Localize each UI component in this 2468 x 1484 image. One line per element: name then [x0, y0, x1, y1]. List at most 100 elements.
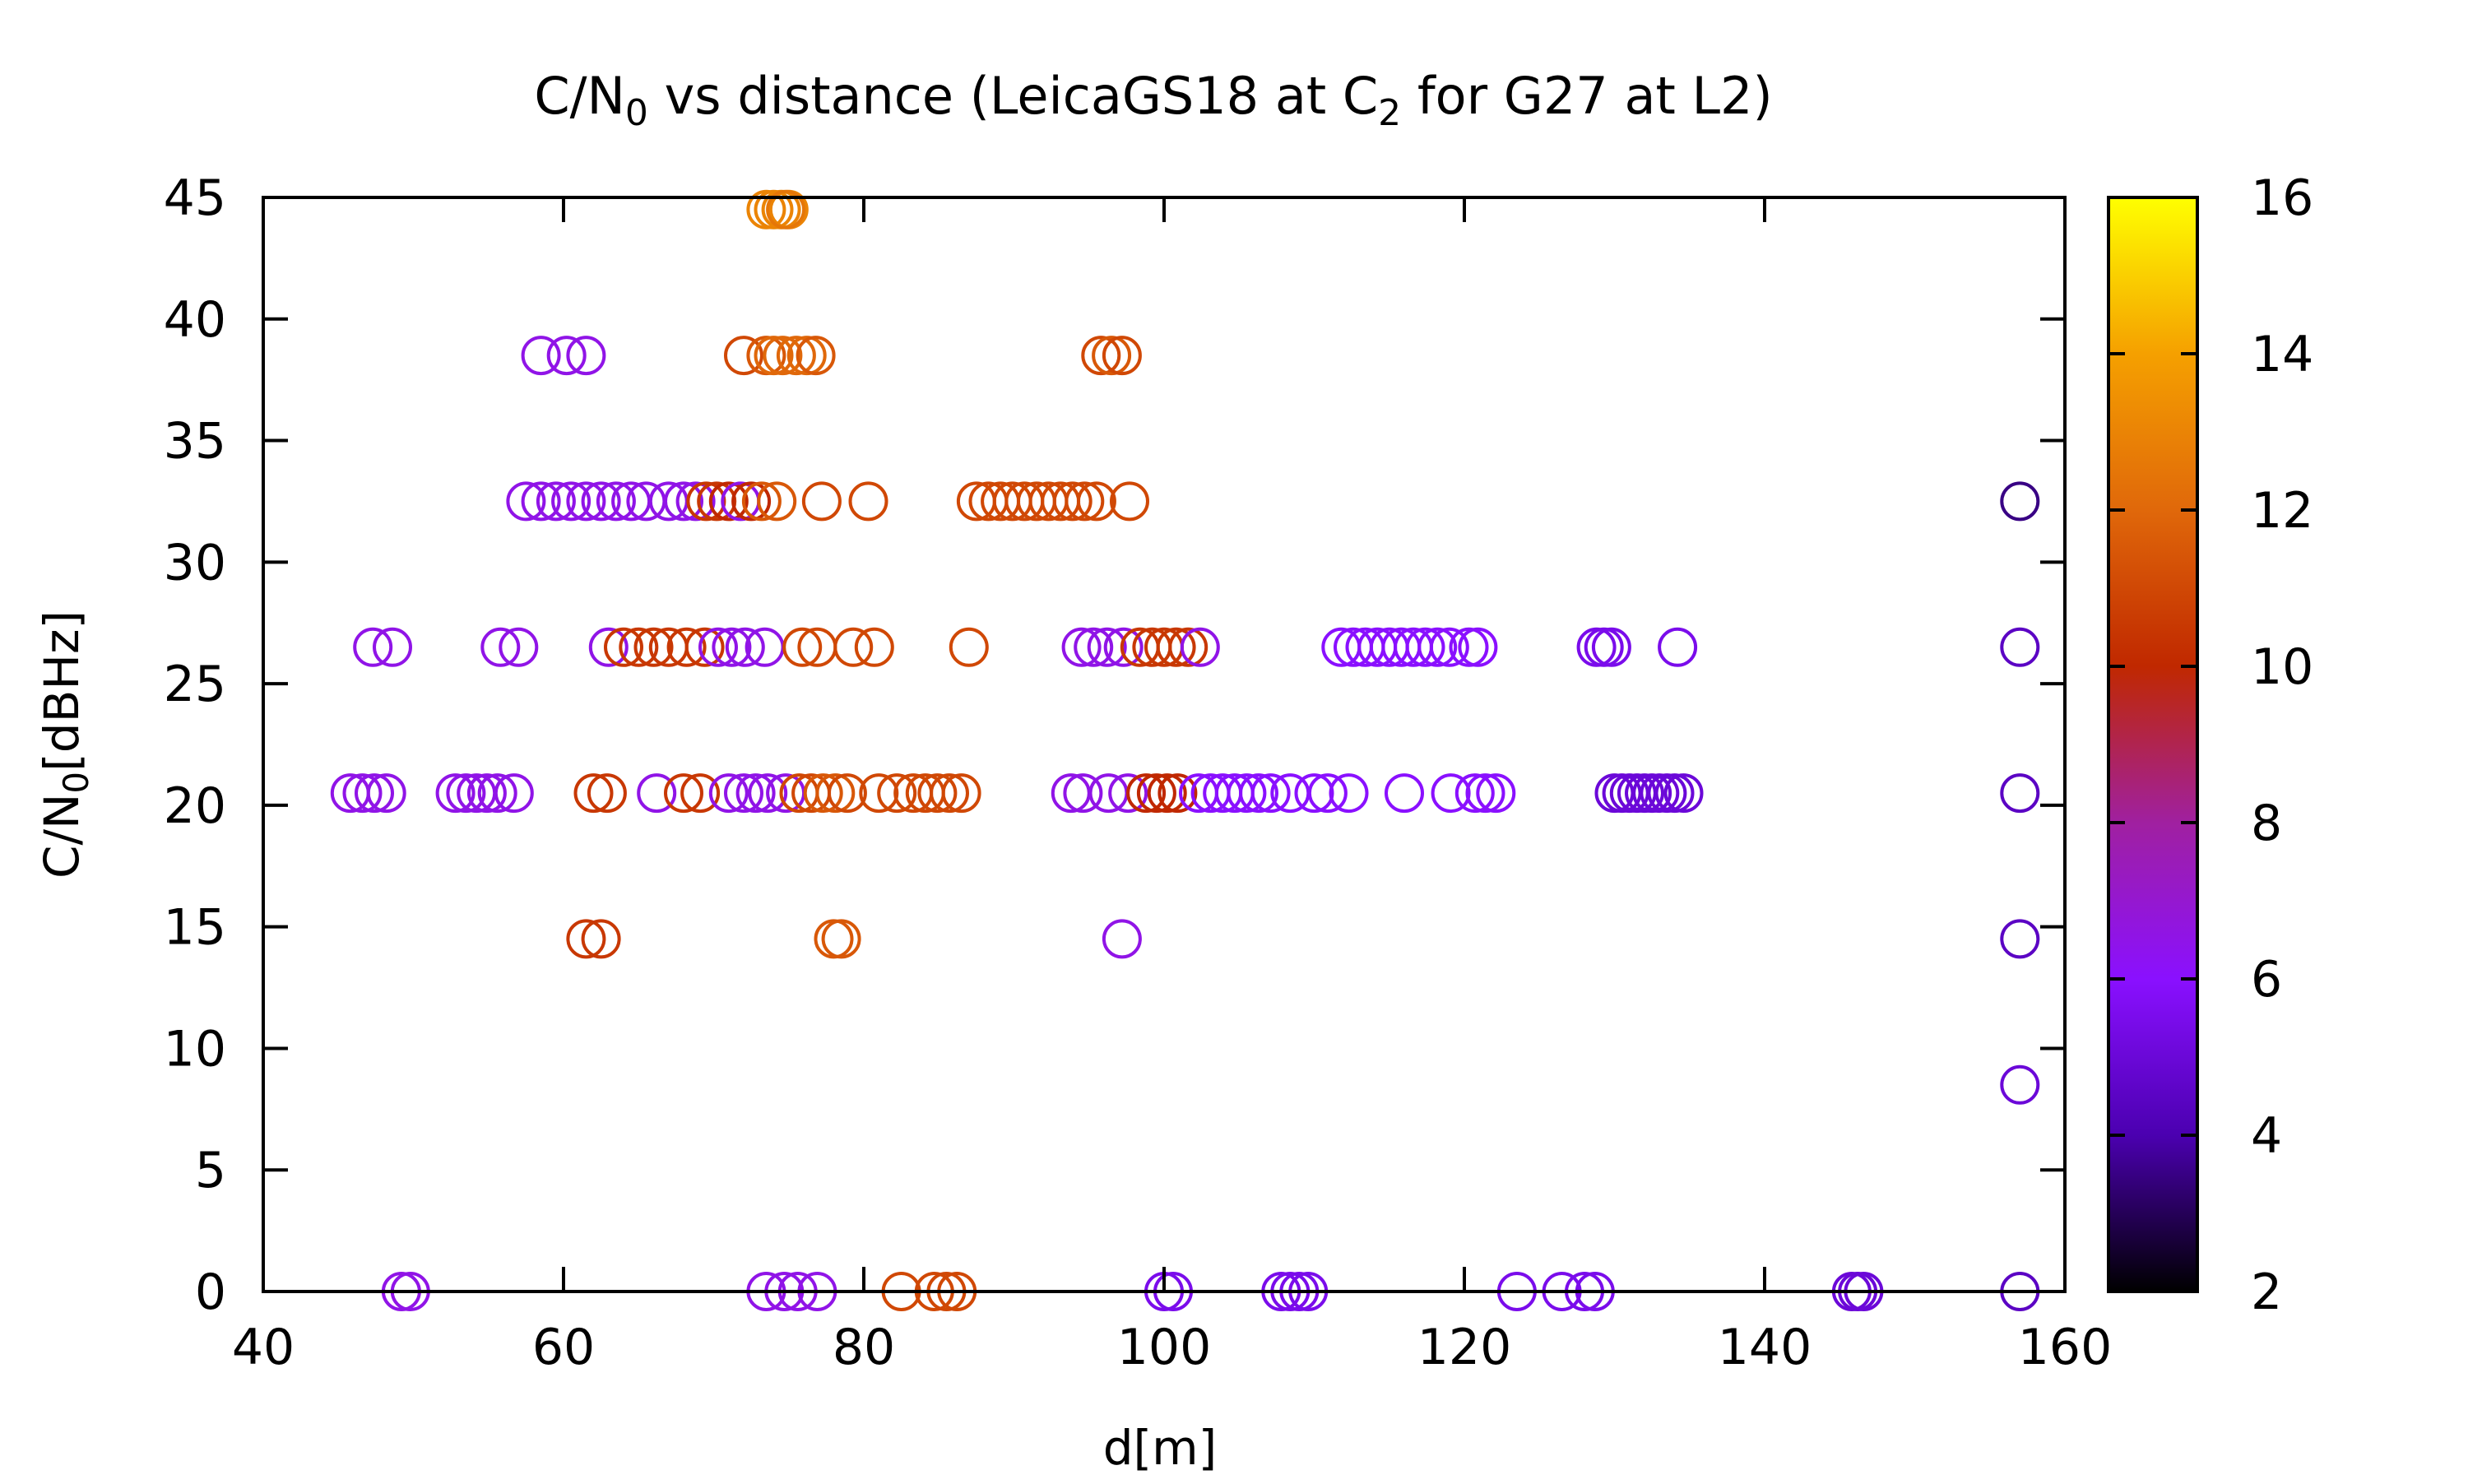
y-tick-label: 5	[195, 1142, 226, 1199]
data-point	[801, 481, 842, 522]
x-tick-label: 120	[1417, 1319, 1512, 1376]
data-point	[664, 481, 703, 522]
data-point	[748, 773, 788, 814]
data-point	[1087, 627, 1127, 667]
data-point	[1147, 773, 1187, 814]
y-tick-label: 10	[164, 1020, 226, 1078]
data-points	[330, 189, 2040, 1311]
colorbar-tick-label: 2	[2251, 1264, 2282, 1321]
data-point	[1074, 627, 1114, 667]
data-point	[754, 336, 794, 376]
y-tick-label: 0	[195, 1264, 226, 1321]
data-point	[633, 627, 674, 667]
data-point	[521, 336, 561, 376]
data-point	[1405, 627, 1445, 667]
colorbar-tick-label: 12	[2251, 482, 2313, 540]
data-point	[803, 773, 843, 814]
data-point	[725, 627, 765, 667]
data-point	[355, 773, 394, 814]
colorbar-gradient	[2107, 196, 2199, 1293]
data-point	[1102, 919, 1142, 959]
data-point	[2000, 1064, 2040, 1105]
data-point	[827, 773, 867, 814]
data-point	[353, 627, 393, 667]
colorbar-tick-label: 10	[2251, 638, 2313, 696]
data-point	[588, 627, 629, 667]
data-point	[675, 481, 716, 522]
data-point	[1465, 773, 1505, 814]
data-point	[1065, 481, 1105, 522]
data-point	[342, 773, 383, 814]
axes: 40 60 80 100 120 140 160 0 5 10 15 20 25 30 35 40 45	[164, 169, 2113, 1376]
data-point	[680, 773, 721, 814]
data-point	[1168, 627, 1208, 667]
data-point	[1110, 481, 1149, 522]
data-point	[477, 773, 517, 814]
data-point	[698, 627, 738, 667]
data-point	[1239, 773, 1278, 814]
data-point	[1092, 336, 1132, 376]
data-point	[949, 627, 989, 667]
y-tick-label: 25	[164, 656, 226, 713]
data-point	[1429, 627, 1469, 667]
data-point	[724, 336, 763, 376]
data-point	[1076, 481, 1116, 522]
colorbar-tick-label: 14	[2251, 326, 2313, 383]
data-point	[1061, 627, 1102, 667]
data-point	[2000, 919, 2040, 959]
y-tick-label: 15	[164, 899, 226, 957]
data-point	[1081, 336, 1121, 376]
data-point	[1250, 773, 1291, 814]
data-point	[435, 773, 476, 814]
y-tick-label: 40	[164, 291, 226, 349]
data-point	[712, 627, 752, 667]
data-point	[373, 627, 412, 667]
data-point	[1063, 773, 1103, 814]
data-point	[566, 336, 606, 376]
data-point	[546, 336, 587, 376]
data-point	[521, 481, 561, 522]
data-point	[821, 919, 861, 959]
y-axis-label: C/N0[dBHz]	[34, 610, 96, 879]
y-tick-label: 30	[164, 534, 226, 591]
data-point	[741, 481, 782, 522]
x-axis-label: d[m]	[1103, 1420, 1218, 1476]
data-point	[757, 481, 797, 522]
data-point	[1126, 773, 1167, 814]
data-point	[1458, 627, 1498, 667]
x-tick-label: 140	[1718, 1319, 1812, 1376]
colorbar-tick-label: 16	[2251, 169, 2313, 227]
data-point	[941, 773, 981, 814]
data-point	[1052, 481, 1093, 522]
data-point	[833, 627, 874, 667]
data-point	[581, 481, 621, 522]
data-point	[724, 773, 763, 814]
data-point	[1663, 773, 1704, 814]
data-point	[480, 627, 521, 667]
data-point	[1476, 773, 1516, 814]
data-point	[366, 773, 406, 814]
data-point	[1654, 773, 1695, 814]
data-point	[1431, 773, 1471, 814]
data-point	[782, 627, 823, 667]
data-point	[587, 773, 627, 814]
data-point	[2000, 773, 2040, 814]
y-tick-label: 45	[164, 169, 226, 227]
data-point	[848, 481, 888, 522]
data-point	[506, 481, 546, 522]
data-point	[1156, 627, 1196, 667]
data-point	[763, 336, 803, 376]
data-point	[604, 627, 643, 667]
colorbar-tick-label: 4	[2251, 1107, 2282, 1165]
data-point	[637, 773, 677, 814]
data-point	[1102, 336, 1142, 376]
data-point	[854, 627, 894, 667]
data-point	[1108, 773, 1148, 814]
data-point	[551, 481, 591, 522]
data-point	[666, 627, 707, 667]
data-point	[766, 189, 806, 230]
data-point	[1180, 627, 1220, 667]
colorbar-tick-label: 6	[2251, 951, 2282, 1009]
